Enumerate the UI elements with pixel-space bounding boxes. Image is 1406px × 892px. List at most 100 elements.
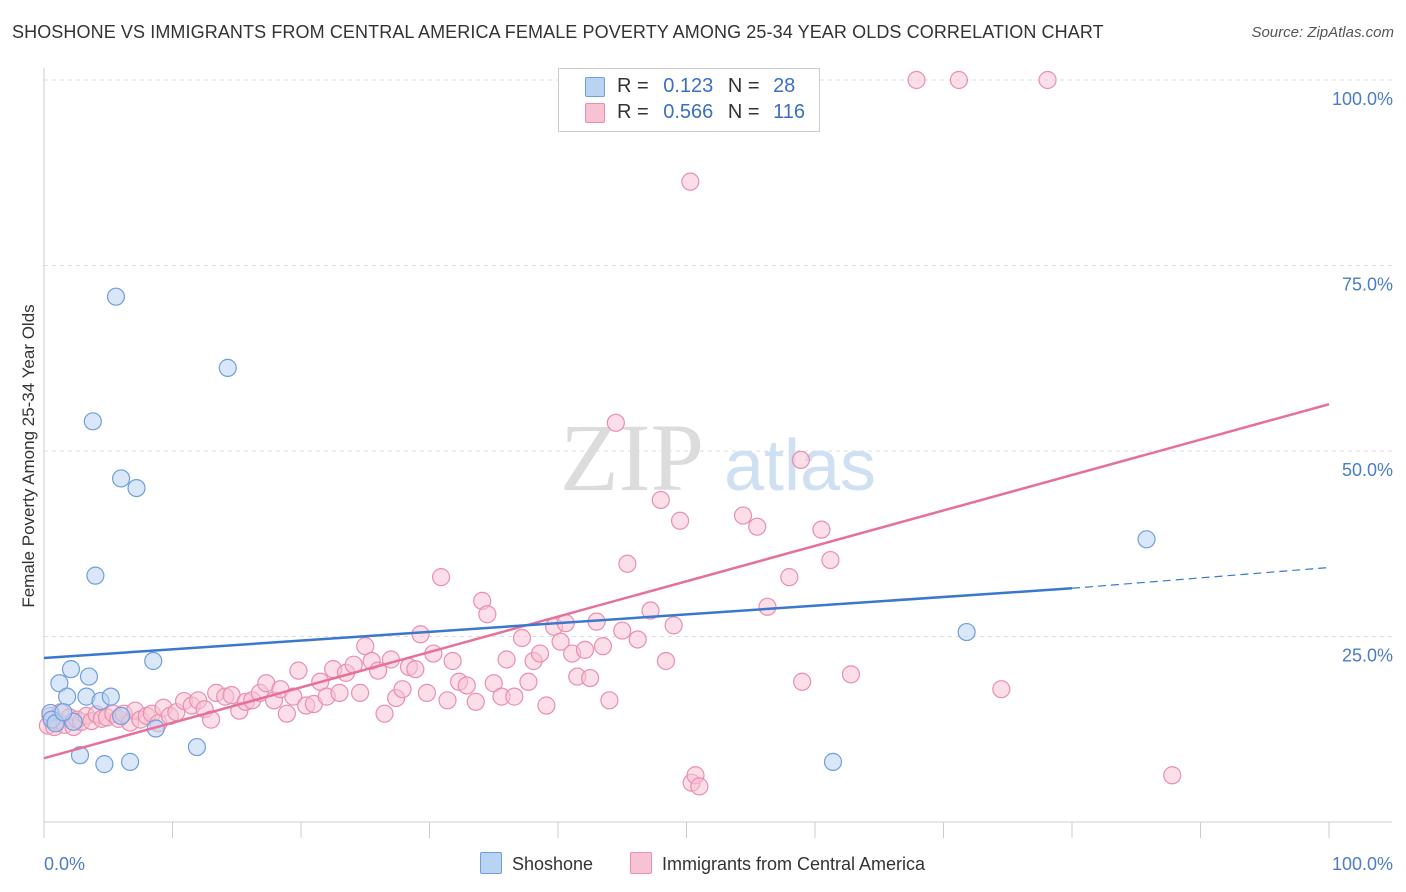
shoshone-point [50, 674, 69, 693]
shoshone-point [1137, 530, 1156, 549]
immigrants-point [393, 680, 412, 699]
shoshone-point [823, 752, 843, 771]
immigrants-point [466, 692, 485, 711]
bottom-legend-label-immigrants: Immigrants from Central America [662, 854, 926, 874]
immigrants-point [821, 550, 840, 570]
chart-title: SHOSHONE VS IMMIGRANTS FROM CENTRAL AMER… [12, 22, 1104, 42]
immigrants-point [1038, 70, 1057, 90]
immigrants-point [512, 628, 532, 648]
gridlines [44, 79, 1392, 637]
shoshone-point [957, 622, 976, 642]
immigrants-point [748, 517, 767, 536]
immigrants-point [733, 506, 753, 525]
shoshone-point [86, 566, 105, 585]
immigrants-point [375, 704, 394, 723]
y-tick-label: 100.0% [1332, 89, 1393, 109]
y-tick-label: 75.0% [1342, 275, 1393, 295]
y-ticks: 100.0% 75.0% 50.0% 25.0% [1332, 89, 1393, 666]
immigrants-point [949, 70, 969, 90]
y-axis-title: Female Poverty Among 25-34 Year Olds [19, 304, 38, 607]
immigrants-point [277, 704, 296, 723]
shoshone-point [127, 479, 146, 498]
trend-line-shoshone [43, 587, 1073, 660]
legend-r-value-shoshone: 0.123 [663, 75, 714, 97]
source-label: Source: ZipAtlas.com [1251, 24, 1394, 41]
correlation-legend: R = 0.123 N = 28 R = 0.566 N = 116 [558, 68, 820, 132]
immigrants-point [758, 597, 777, 616]
legend-swatch-shoshone [585, 77, 605, 97]
immigrants-point [690, 777, 709, 796]
y-tick-label: 25.0% [1342, 646, 1393, 666]
immigrants-point [330, 683, 349, 702]
legend-r-label: R = [617, 101, 649, 123]
shoshone-point [187, 737, 207, 757]
immigrants-point [505, 687, 524, 706]
trend-lines [43, 403, 1330, 760]
immigrants-point [443, 651, 462, 671]
immigrants-point [841, 665, 861, 684]
shoshone-point [61, 660, 81, 679]
trend-line-immigrants [43, 403, 1330, 760]
y-tick-label: 50.0% [1342, 460, 1393, 480]
immigrants-point [417, 683, 437, 702]
immigrants-point [618, 554, 637, 573]
shoshone-point [83, 412, 102, 431]
immigrants-point [289, 661, 308, 680]
bottom-legend-label-shoshone: Shoshone [512, 854, 594, 874]
bottom-legend-swatch-shoshone [480, 852, 502, 874]
immigrants-point [457, 676, 476, 695]
x-tick-label-min: 0.0% [44, 854, 85, 874]
immigrants-point [651, 490, 670, 510]
immigrants-point [438, 691, 457, 710]
legend-n-value-shoshone: 28 [773, 75, 796, 97]
immigrants-point [406, 660, 425, 679]
legend-text-immigrants: R = 0.566 N = 116 [617, 101, 805, 124]
immigrants-point [484, 674, 503, 693]
immigrants-point [1163, 766, 1182, 785]
shoshone-point [111, 706, 131, 725]
legend-r-value-immigrants: 0.566 [663, 101, 714, 123]
shoshone-point [144, 651, 163, 671]
immigrants-point [681, 172, 700, 191]
immigrants-point [411, 625, 430, 644]
legend-swatch-immigrants [585, 103, 605, 123]
shoshone-point [70, 746, 90, 765]
bottom-legend-shoshone: Shoshone [480, 852, 593, 875]
x-tick-label-max: 100.0% [1332, 854, 1393, 874]
shoshone-point [111, 469, 131, 488]
trend-line-shoshone-extension [1071, 566, 1330, 589]
immigrants-point [600, 691, 619, 710]
immigrants-point [497, 650, 516, 669]
immigrants-point [641, 601, 660, 620]
legend-r-label: R = [617, 75, 649, 97]
immigrants-point [656, 651, 676, 671]
immigrants-point [551, 632, 570, 651]
legend-text-shoshone: R = 0.123 N = 28 [617, 75, 795, 98]
shoshone-point [54, 703, 73, 722]
immigrants-point [530, 644, 550, 663]
shoshone-point [101, 687, 120, 706]
immigrants-point [780, 568, 799, 587]
shoshone-point [120, 752, 140, 771]
bottom-legend-immigrants: Immigrants from Central America [630, 852, 925, 875]
immigrants-point [431, 568, 451, 587]
shoshone-point [58, 687, 77, 706]
legend-n-label: N = [727, 75, 760, 97]
immigrants-point [537, 696, 556, 715]
immigrants-point [478, 605, 497, 624]
immigrants-point [812, 520, 831, 539]
immigrants-point [670, 511, 690, 530]
immigrants-point [793, 672, 812, 691]
immigrants-point [519, 672, 538, 691]
series-shoshone-points [41, 287, 1156, 774]
legend-n-label: N = [727, 101, 760, 123]
shoshone-point [218, 358, 237, 377]
immigrants-point [907, 70, 926, 90]
immigrants-point [992, 680, 1011, 699]
legend-n-value-immigrants: 116 [773, 101, 805, 123]
axes [43, 68, 1392, 838]
bottom-legend-swatch-immigrants [630, 852, 652, 874]
immigrants-point [593, 637, 613, 656]
immigrants-point [613, 621, 632, 640]
